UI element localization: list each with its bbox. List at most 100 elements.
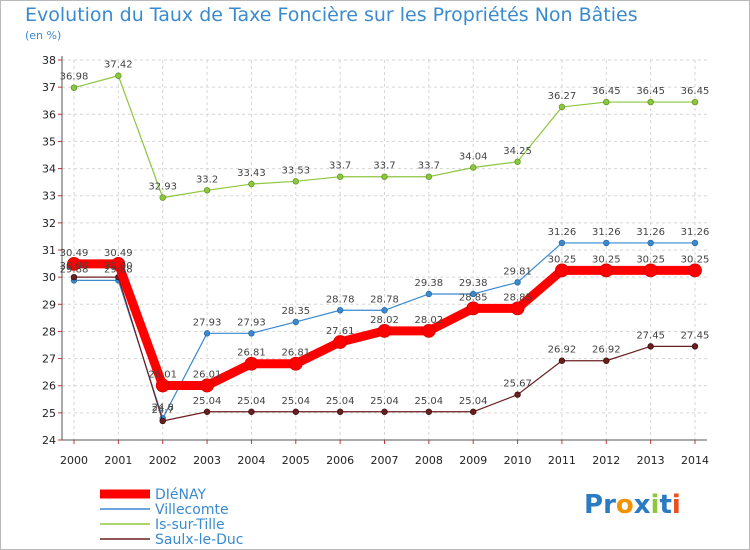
logo-letter: o — [615, 490, 634, 520]
data-label: 25.04 — [326, 396, 355, 407]
data-label: 31.26 — [681, 227, 710, 238]
y-tick-label: 38 — [42, 54, 56, 67]
data-point — [336, 173, 344, 180]
series-is-sur-tille — [70, 72, 699, 201]
data-point — [159, 194, 166, 201]
data-point — [647, 98, 654, 106]
data-label: 30.25 — [681, 254, 710, 265]
data-label: 28.85 — [459, 292, 488, 303]
data-label: 26.01 — [148, 369, 177, 380]
data-label: 28.85 — [503, 292, 532, 303]
data-label: 30.49 — [104, 248, 133, 259]
data-label: 33.2 — [196, 174, 218, 185]
data-label: 31.26 — [548, 227, 577, 238]
data-point — [514, 391, 521, 398]
data-point — [691, 343, 699, 350]
data-label: 26.92 — [548, 345, 577, 356]
data-label: 30.49 — [60, 248, 89, 259]
data-point — [421, 323, 436, 338]
data-label: 27.93 — [237, 317, 266, 328]
x-tick-label: 2007 — [371, 454, 399, 467]
x-tick-label: 2012 — [592, 454, 620, 467]
data-label: 26.92 — [592, 345, 621, 356]
data-label: 30.00 — [60, 261, 89, 272]
x-tick-label: 2011 — [548, 454, 576, 467]
logo-letter: x — [633, 490, 651, 520]
x-tick-label: 2010 — [504, 454, 532, 467]
x-tick-label: 2002 — [149, 454, 177, 467]
data-label: 28.78 — [326, 294, 355, 305]
data-label: 29.81 — [503, 266, 532, 277]
data-label: 25.04 — [237, 396, 266, 407]
x-tick-label: 2006 — [326, 454, 354, 467]
data-point — [470, 408, 477, 415]
y-tick-label: 35 — [42, 135, 56, 148]
data-label: 37.42 — [104, 60, 133, 71]
data-point — [470, 290, 477, 298]
x-tick-label: 2005 — [282, 454, 310, 467]
x-tick-label: 2001 — [104, 454, 132, 467]
data-label: 36.98 — [60, 72, 89, 83]
data-point — [514, 279, 521, 286]
data-label: 28.78 — [370, 294, 399, 305]
data-label: 27.45 — [681, 330, 710, 341]
y-tick-label: 32 — [42, 217, 56, 230]
data-point — [248, 180, 255, 188]
data-label: 29.38 — [459, 278, 488, 289]
proxiti-logo: Proxiti — [584, 490, 681, 520]
data-point — [425, 290, 433, 298]
data-point — [510, 301, 525, 316]
data-point — [647, 343, 654, 350]
data-label: 25.04 — [459, 396, 488, 407]
data-point — [470, 164, 477, 171]
y-tick-label: 24 — [42, 434, 56, 447]
data-point — [111, 256, 126, 271]
data-label: 30.25 — [592, 254, 621, 265]
data-point — [603, 239, 610, 247]
data-point — [336, 307, 344, 314]
data-label: 33.7 — [373, 161, 395, 172]
y-tick-label: 34 — [42, 163, 56, 176]
data-point — [67, 256, 81, 271]
logo-letter: i — [650, 490, 660, 520]
data-label: 34.25 — [503, 146, 532, 157]
data-point — [333, 335, 348, 349]
data-label: 26.81 — [281, 348, 310, 359]
data-label: 25.04 — [415, 396, 444, 407]
data-point — [288, 356, 303, 371]
y-tick-label: 37 — [42, 81, 56, 94]
series-saulx-le-duc — [70, 273, 699, 425]
legend-label: DIéNAY — [155, 487, 206, 503]
data-label: 28.35 — [281, 306, 310, 317]
y-tick-label: 30 — [42, 271, 56, 284]
y-tick-label: 28 — [42, 325, 56, 338]
data-point — [381, 173, 388, 180]
data-label: 33.7 — [329, 161, 351, 172]
data-label: 29.88 — [104, 264, 133, 275]
data-point — [558, 239, 566, 247]
data-point — [292, 408, 299, 415]
data-label: 33.43 — [237, 168, 266, 179]
y-tick-label: 36 — [42, 108, 56, 121]
data-point — [688, 263, 702, 278]
data-label: 24.7 — [152, 405, 174, 416]
x-tick-label: 2000 — [60, 454, 88, 467]
data-label: 36.45 — [681, 86, 710, 97]
data-point — [292, 318, 299, 326]
data-label: 27.61 — [326, 326, 355, 337]
data-point — [514, 158, 521, 165]
data-label: 29.38 — [415, 278, 444, 289]
data-label: 31.26 — [636, 227, 665, 238]
data-label: 24.8 — [152, 402, 174, 413]
data-point — [647, 239, 654, 247]
data-point — [203, 408, 211, 415]
data-point — [248, 408, 255, 415]
legend-label: Villecomte — [155, 502, 229, 518]
data-label: 32.93 — [148, 182, 177, 193]
data-point — [248, 330, 255, 337]
data-point — [200, 378, 214, 393]
data-point — [691, 98, 699, 106]
data-point — [203, 330, 211, 337]
data-label: 28.02 — [415, 315, 444, 326]
data-point — [555, 263, 569, 278]
